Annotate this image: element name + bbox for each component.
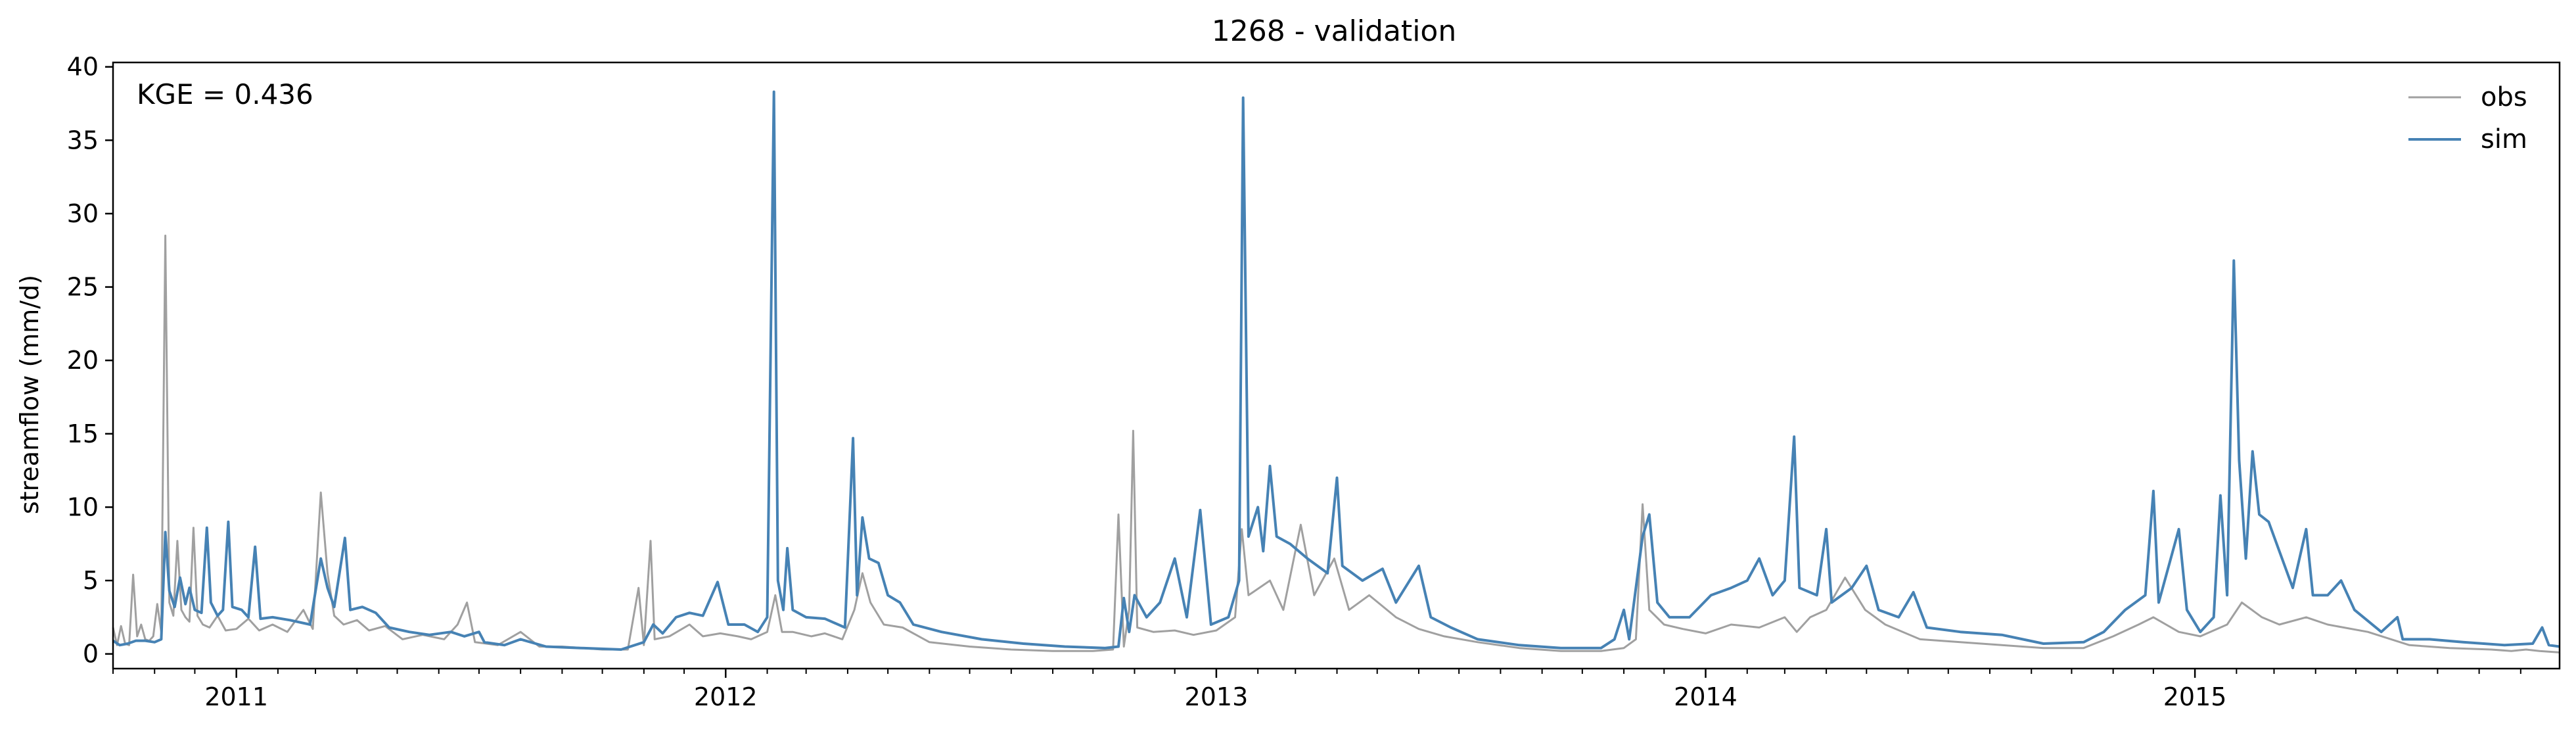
y-tick-label: 5 <box>83 566 99 595</box>
legend-label-sim: sim <box>2481 124 2527 154</box>
y-tick-label: 25 <box>67 273 99 302</box>
x-tick-label: 2011 <box>204 682 268 711</box>
y-tick-label: 20 <box>67 346 99 375</box>
plot-area: 0 5 10 15 20 25 30 35 40 2011 2012 2013 2014 2015 obs s… <box>67 53 2561 711</box>
y-tick-label: 35 <box>67 126 99 154</box>
y-tick-label: 0 <box>83 640 99 669</box>
y-tick-label: 15 <box>67 419 99 448</box>
series-line-obs <box>112 234 2560 653</box>
x-tick-label: 2015 <box>2163 682 2227 711</box>
chart-title: 1268 - validation <box>1212 14 1456 48</box>
x-tick-label: 2012 <box>694 682 758 711</box>
kge-annotation: KGE = 0.436 <box>137 78 313 110</box>
x-tick-label: 2014 <box>1674 682 1737 711</box>
series-line-sim <box>112 90 2560 651</box>
y-tick-label: 10 <box>67 492 99 521</box>
y-tick-label: 30 <box>67 199 99 228</box>
y-axis-label: streamflow (mm/d) <box>15 275 44 514</box>
x-tick-label: 2013 <box>1185 682 1249 711</box>
y-tick-label: 40 <box>67 53 99 82</box>
plot-frame <box>112 61 2561 670</box>
legend-label-obs: obs <box>2481 82 2527 112</box>
